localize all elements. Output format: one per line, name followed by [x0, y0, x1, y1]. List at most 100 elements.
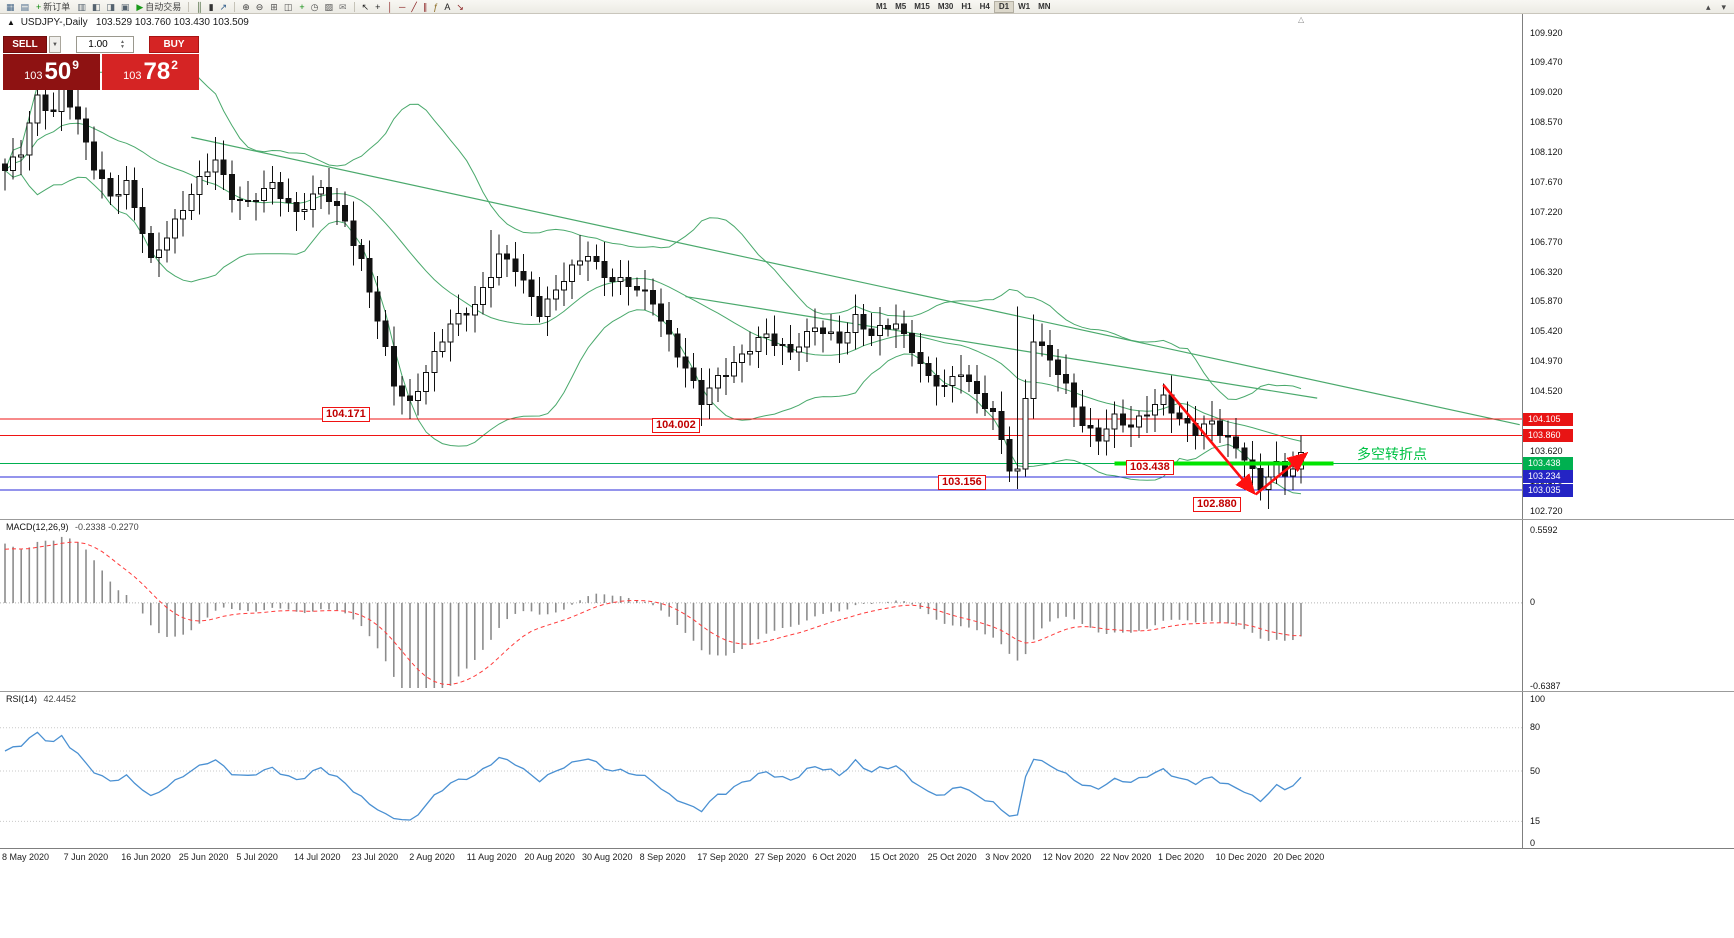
indicators-button[interactable]: + [296, 1, 307, 13]
rsi-indicator-pane[interactable] [0, 692, 1522, 848]
sell-options-caret-button[interactable]: ▼ [49, 36, 61, 53]
candle-body [1119, 413, 1126, 426]
price-axis-label: 104.970 [1530, 356, 1563, 367]
price-axis-label: 104.520 [1530, 386, 1563, 396]
buy-price-big: 78 [143, 58, 171, 85]
price-callout[interactable]: 104.002 [652, 418, 700, 434]
date-axis[interactable]: 8 May 2020 7 Jun 2020 16 Jun 2020 25 Jun 20… [0, 848, 1734, 871]
price-level-badge[interactable]: 103.860 [1523, 428, 1573, 442]
buy-price-panel[interactable]: 103 78 2 [102, 54, 199, 90]
candle-body [463, 313, 470, 316]
candle-body [334, 200, 341, 207]
navigator-button[interactable]: ◨ [103, 1, 118, 13]
timeframe-button-m30[interactable]: M30 [937, 2, 954, 11]
trend-arrow[interactable] [1162, 384, 1256, 496]
macd-indicator-pane[interactable] [0, 520, 1522, 691]
timeframe-button-m15[interactable]: M15 [914, 2, 930, 11]
date-label: 27 Sep 2020 [754, 852, 806, 862]
tile-windows-icon: ⊞ [270, 1, 278, 12]
candle-body [560, 281, 567, 291]
candle-body [552, 289, 559, 300]
candle-body [577, 260, 584, 266]
timeframe-button-w1[interactable]: W1 [1018, 2, 1031, 11]
candlestick-chart-button[interactable]: ▮ [206, 1, 217, 13]
candle-body [641, 289, 648, 292]
sell-button[interactable]: SELL [3, 36, 47, 53]
arrows-tool-button[interactable]: ↘ [453, 1, 467, 13]
price-level-badge[interactable]: 104.105 [1523, 412, 1573, 426]
zoom-out-button[interactable]: ⊖ [253, 1, 267, 13]
timeframe-button-h1[interactable]: H1 [961, 2, 972, 11]
toolbar-group-arrange: ⊞ ◫ [267, 1, 295, 13]
price-axis-label: 109.470 [1530, 57, 1563, 68]
periods-button[interactable]: ◷ [308, 1, 322, 13]
toolbar-group-windows: ▥ ◧ ◨ ▣ [74, 1, 132, 13]
price-level-badge[interactable]: 103.035 [1523, 483, 1573, 497]
data-window-button[interactable]: ◧ [89, 1, 104, 13]
chart-shift-marker-icon[interactable]: △ [1298, 15, 1305, 24]
bar-chart-button[interactable]: ║ [193, 1, 205, 13]
cascade-windows-button[interactable]: ◫ [281, 1, 296, 13]
price-level-badge[interactable]: 103.234 [1523, 470, 1573, 484]
buy-price-main: 103 [123, 70, 142, 82]
new-chart-button[interactable]: ▦ [3, 1, 18, 13]
pane-splitter[interactable] [0, 519, 1734, 520]
candle-body [1233, 436, 1240, 449]
horizontal-line-icon: ─ [398, 1, 406, 12]
timeframe-button-mn[interactable]: MN [1038, 2, 1051, 11]
volume-spinner[interactable]: ▲ ▼ [120, 38, 125, 50]
timeframe-button-h4[interactable]: H4 [979, 2, 990, 11]
toolbar-group-tools: + ◷ ▨ ✉ [296, 1, 349, 13]
tile-windows-button[interactable]: ⊞ [267, 1, 281, 13]
candle-body [180, 210, 187, 220]
profiles-button[interactable]: ▤ [18, 1, 33, 13]
candle-body [1014, 468, 1021, 472]
zoom-in-button[interactable]: ⊕ [239, 1, 253, 13]
main-price-chart[interactable] [0, 14, 1522, 519]
crosshair-button[interactable]: + [372, 1, 383, 13]
pane-splitter[interactable] [0, 691, 1734, 692]
market-watch-button[interactable]: ▥ [74, 1, 89, 13]
text-button[interactable]: A [441, 1, 453, 13]
vertical-line-button[interactable]: │ [384, 1, 396, 13]
price-axis-label: 107.670 [1530, 176, 1563, 187]
candle-body [342, 205, 349, 222]
mailbox-button[interactable]: ✉ [336, 1, 350, 13]
candle-body [1208, 420, 1215, 425]
volume-input[interactable] [77, 38, 119, 51]
sell-price-panel[interactable]: 103 50 9 [3, 54, 100, 90]
cursor-button[interactable]: ↖ [359, 1, 373, 13]
trendline[interactable] [685, 295, 1318, 399]
toolbar-down-button[interactable]: ▾ [1718, 1, 1729, 13]
horizontal-line-button[interactable]: ─ [396, 1, 408, 13]
turning-point-annotation[interactable]: 多空转折点 [1357, 446, 1427, 462]
price-axis[interactable]: 109.920 109.470 109.020 108.570 108.120 107.6… [1522, 14, 1734, 848]
candle-body [107, 178, 114, 197]
candle-body [974, 381, 980, 395]
price-callout[interactable]: 103.156 [938, 474, 986, 490]
auto-trading-button[interactable]: ▶ 自动交易 [133, 1, 184, 13]
templates-button[interactable]: ▨ [321, 1, 336, 13]
trendline-icon: ╱ [411, 1, 417, 12]
price-callout[interactable]: 102.880 [1193, 497, 1241, 513]
line-chart-button[interactable]: ↗ [217, 1, 231, 13]
terminal-button[interactable]: ▣ [118, 1, 133, 13]
date-label: 3 Nov 2020 [985, 852, 1032, 862]
fibonacci-button[interactable]: ƒ [430, 1, 441, 13]
buy-button[interactable]: BUY [149, 36, 199, 53]
candle-body [1079, 406, 1086, 427]
candle-body [398, 385, 405, 397]
toolbar-up-button[interactable]: ▴ [1703, 1, 1714, 13]
new-order-button[interactable]: + 新订单 [33, 1, 73, 13]
timeframe-button-m1[interactable]: M1 [876, 2, 888, 11]
candle-body [164, 237, 170, 251]
trend-arrow[interactable] [1254, 451, 1309, 496]
price-callout[interactable]: 104.171 [322, 407, 370, 423]
timeframe-button-m5[interactable]: M5 [895, 2, 907, 11]
channel-button[interactable]: ∥ [420, 1, 431, 13]
price-level-badge[interactable]: 103.438 [1523, 456, 1573, 470]
trendline-button[interactable]: ╱ [408, 1, 419, 13]
price-callout[interactable]: 103.438 [1126, 460, 1174, 476]
timeframe-button-d1[interactable]: D1 [993, 1, 1015, 13]
trendline[interactable] [191, 136, 1520, 426]
